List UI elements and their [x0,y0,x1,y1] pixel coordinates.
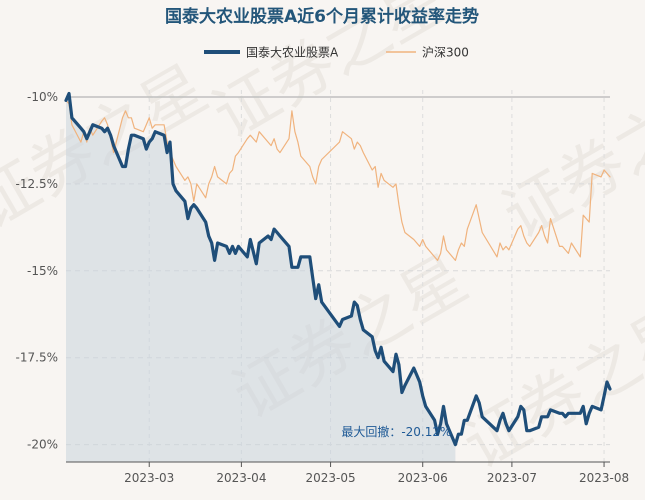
series-line-fund [64,91,612,447]
x-tick-label: 2023-05 [305,471,355,485]
y-tick-label: -15% [27,264,58,278]
y-tick-label: -17.5% [16,351,58,365]
series-line-index [65,99,611,261]
annotations: 最大回撤：-20.12% [341,424,451,439]
x-tick-label: 2023-08 [579,471,629,485]
legend: 国泰大农业股票A 沪深300 [204,46,469,60]
y-tick-label: -10% [27,90,58,104]
y-tick-label: -20% [27,438,58,452]
drawdown-fill [66,93,456,462]
x-tick-label: 2023-07 [487,471,537,485]
chart-title: 国泰大农业股票A近6个月累计收益率走势 [165,6,479,27]
x-tick-label: 2023-06 [398,471,448,485]
x-tick-label: 2023-04 [216,471,266,485]
y-tick-label: -12.5% [16,177,58,191]
x-tick-label: 2023-03 [124,471,174,485]
series-lines [64,91,612,447]
legend-label-index: 沪深300 [422,46,469,60]
watermark-text: 证券之星 [491,62,645,254]
watermark-text: 证券之星 [451,292,645,484]
axes: -10% -12.5% -15% -17.5% -20% 2023-03 2023-04 20… [16,90,630,485]
max-drawdown-label: 最大回撤：-20.12% [341,424,451,439]
drawdown-area [66,93,456,462]
legend-label-fund: 国泰大农业股票A [246,46,339,60]
